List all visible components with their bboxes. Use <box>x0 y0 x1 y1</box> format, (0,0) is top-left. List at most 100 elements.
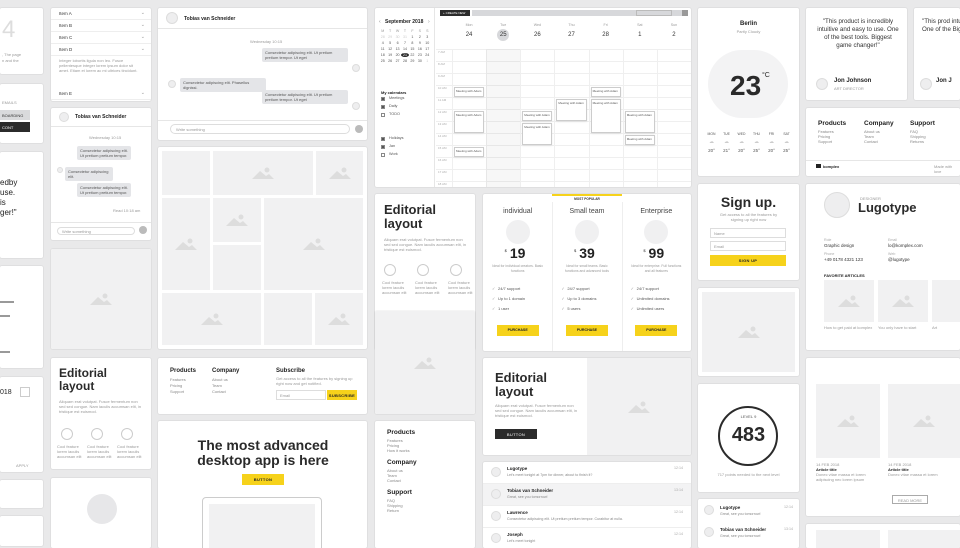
checkbox[interactable] <box>381 145 385 149</box>
purchase-button[interactable]: PURCHASE <box>566 325 608 336</box>
footer-link[interactable]: Returns <box>910 139 925 144</box>
message-row[interactable]: Lugotype Great, see you tomorrow! 12:14 <box>698 501 799 523</box>
footer-link[interactable]: Features <box>387 438 403 443</box>
hero-button[interactable]: BUTTON <box>242 474 284 485</box>
purchase-button[interactable]: PURCHASE <box>635 325 678 336</box>
calendar-day[interactable]: 29 <box>410 59 415 63</box>
footer-link[interactable]: How it works <box>387 448 410 453</box>
calendar-day[interactable]: 16 <box>417 47 422 51</box>
accordion-item[interactable]: Item B ⌄ <box>51 20 151 32</box>
chat-small-input[interactable]: Write something <box>57 227 135 235</box>
chevron-left-icon[interactable]: ‹ <box>379 19 381 25</box>
signup-name-input[interactable]: Name <box>710 228 786 238</box>
calendar-event[interactable]: Meeting with Adam <box>590 87 621 97</box>
calendar-event[interactable]: Meeting with Adam <box>556 99 587 121</box>
signup-email-input[interactable]: Email <box>710 241 786 251</box>
accordion-item[interactable]: Item C ⌄ <box>51 32 151 44</box>
footer-link[interactable]: About us <box>212 377 228 382</box>
footer-link[interactable]: Contact <box>864 139 878 144</box>
week-day-number[interactable]: 24 <box>465 32 473 38</box>
calendar-day[interactable]: 29 <box>388 35 393 39</box>
checkbox[interactable] <box>381 137 385 141</box>
week-day-number[interactable]: 28 <box>602 32 609 38</box>
editorial-button[interactable]: BUTTON <box>495 429 537 439</box>
send-icon[interactable] <box>139 226 147 234</box>
calendar-event[interactable]: Meeting with Adam <box>454 87 485 97</box>
calendar-event[interactable]: Meeting with Adam <box>624 135 655 145</box>
subscribe-button[interactable]: SUBSCRIBE <box>327 390 357 400</box>
calendar-day[interactable]: 17 <box>425 47 430 51</box>
footer-link[interactable]: Features <box>818 129 834 134</box>
calendar-day[interactable]: 2 <box>418 35 421 39</box>
menu-item-boarding[interactable]: BOARDING <box>0 110 30 120</box>
subscribe-email-input[interactable]: Email <box>276 390 326 400</box>
calendar-day[interactable]: 21 <box>401 53 409 57</box>
week-day-number[interactable]: 1 <box>638 32 642 38</box>
footer-link[interactable]: Features <box>170 377 186 382</box>
footer-link[interactable]: Support <box>818 139 833 144</box>
checkbox[interactable] <box>381 97 385 101</box>
calendar-day[interactable]: 15 <box>410 47 415 51</box>
checkbox[interactable] <box>381 105 385 109</box>
calendar-day[interactable]: 31 <box>402 35 407 39</box>
footer-link[interactable]: Team <box>387 473 397 478</box>
calendar-event[interactable]: Meeting with Adam <box>624 111 655 133</box>
footer-link[interactable]: FAQ <box>387 498 396 503</box>
calendar-day[interactable]: 18 <box>380 53 385 57</box>
accordion-item[interactable]: Item D ⌄ <box>51 44 151 56</box>
calendar-event[interactable]: Meeting with Adam <box>590 99 621 133</box>
create-new-button[interactable]: + CREATE NEW <box>440 10 470 16</box>
chevron-right-icon[interactable]: › <box>428 19 430 25</box>
calendar-day[interactable]: 3 <box>426 35 429 39</box>
footer-link[interactable]: Shipping <box>387 503 403 508</box>
calendar-day[interactable]: 7 <box>403 41 406 45</box>
footer-link[interactable]: Contact <box>387 478 401 483</box>
calendar-day[interactable]: 24 <box>425 53 430 57</box>
view-switch[interactable] <box>636 10 672 16</box>
calendar-day[interactable]: 30 <box>395 35 400 39</box>
calendar-day[interactable]: 25 <box>380 59 385 63</box>
footer-link[interactable]: About us <box>387 468 403 473</box>
calendar-day[interactable]: 11 <box>380 47 385 51</box>
week-day-number[interactable]: 26 <box>534 32 541 38</box>
calendar-day[interactable]: 19 <box>388 53 393 57</box>
accordion-item[interactable]: Item E ⌄ <box>51 88 151 100</box>
calendar-day[interactable]: 6 <box>396 41 399 45</box>
calendar-day[interactable]: 28 <box>402 59 407 63</box>
calendar-event[interactable]: Meeting with Adam <box>522 123 553 145</box>
article-title[interactable]: Article title <box>816 467 837 472</box>
calendar-day[interactable]: 26 <box>388 59 393 63</box>
footer-link[interactable]: Contact <box>212 389 226 394</box>
calendar-day[interactable]: 8 <box>411 41 414 45</box>
calendar-event[interactable]: Meeting with Adam <box>454 147 485 157</box>
calendar-event[interactable]: Meeting with Adam <box>454 111 485 133</box>
footer-link[interactable]: Support <box>170 389 185 394</box>
signup-button[interactable]: SIGN UP <box>710 255 786 266</box>
message-row[interactable]: Lawrence Consectetur adipiscing elit. Ut … <box>483 506 691 528</box>
article-title[interactable]: Art <box>932 325 938 330</box>
week-day-number[interactable]: 2 <box>672 32 676 38</box>
message-row[interactable]: Tobias van Schneider Great, see you tomor… <box>483 484 691 506</box>
accordion-item[interactable]: Item A ⌄ <box>51 8 151 20</box>
footer-link[interactable]: Team <box>864 134 874 139</box>
message-row[interactable]: Joseph Let's meet tonight 12:14 <box>483 528 691 548</box>
calendar-day[interactable]: 20 <box>395 53 400 57</box>
calendar-day[interactable]: 14 <box>402 47 407 51</box>
footer-link[interactable]: Shipping <box>910 134 926 139</box>
article-title[interactable]: Article title <box>888 467 909 472</box>
menu-item-cont[interactable]: CONT <box>0 122 30 132</box>
left-cal-next[interactable] <box>20 387 30 397</box>
footer-link[interactable]: About us <box>864 129 880 134</box>
search-icon[interactable] <box>682 10 688 16</box>
message-row[interactable]: Tobias van Schneider Great, see you tomor… <box>698 523 799 545</box>
calendar-day[interactable]: 9 <box>418 41 421 45</box>
checkbox[interactable] <box>381 113 385 117</box>
calendar-day[interactable]: 30 <box>417 59 422 63</box>
week-day-number[interactable]: 25 <box>497 29 510 41</box>
message-row[interactable]: Lugotype Let's meet tonight at 7pm for di… <box>483 462 691 484</box>
calendar-day[interactable]: 4 <box>381 41 384 45</box>
calendar-day[interactable]: 27 <box>395 59 400 63</box>
chat-input[interactable]: Write something <box>170 124 350 134</box>
footer-link[interactable]: Team <box>212 383 222 388</box>
send-icon[interactable] <box>355 125 363 133</box>
